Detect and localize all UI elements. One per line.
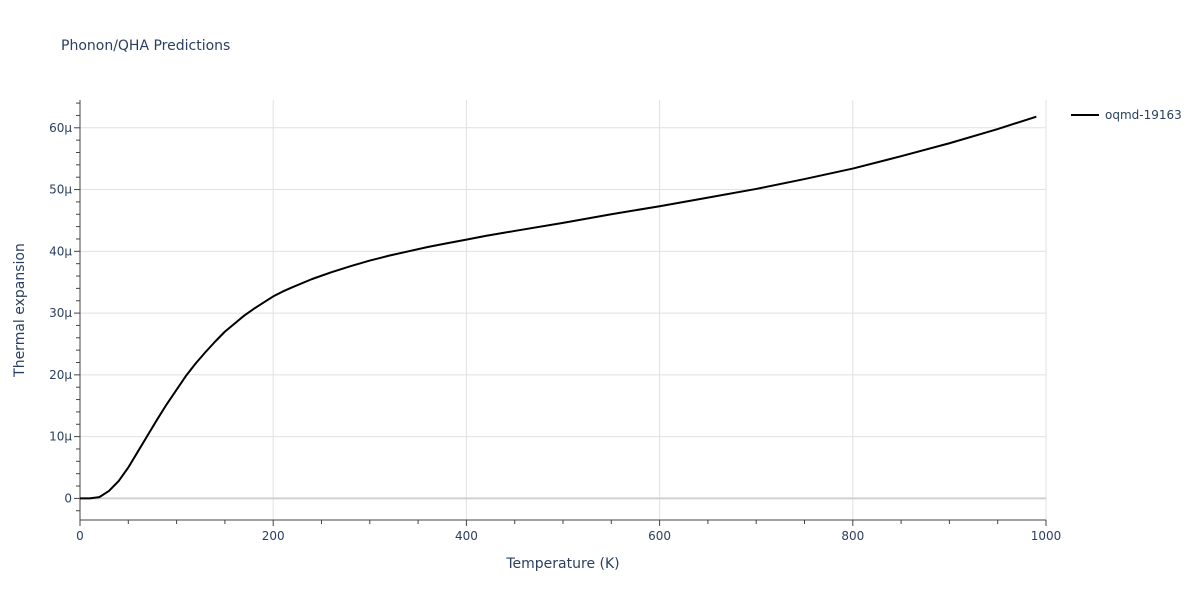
x-tick-label: 1000 <box>1031 529 1062 543</box>
legend-label: oqmd-19163 <box>1105 108 1182 122</box>
x-axis-title: Temperature (K) <box>505 556 619 572</box>
x-tick-label: 400 <box>455 529 478 543</box>
y-axis-title: Thermal expansion <box>12 243 28 378</box>
y-tick-label: 0 <box>64 491 72 505</box>
x-axis-ticks: 0 200 400 600 800 1000 <box>76 520 1061 543</box>
y-tick-label: 50μ <box>49 183 72 197</box>
series-line <box>80 115 1037 500</box>
x-tick-label: 200 <box>262 529 285 543</box>
y-axis-ticks: 0 10μ 20μ 30μ 40μ 50μ 60μ <box>49 102 80 512</box>
y-tick-label: 40μ <box>49 244 72 258</box>
grid-lines <box>80 100 1047 520</box>
x-tick-label: 0 <box>76 529 84 543</box>
x-tick-label: 600 <box>648 529 671 543</box>
axes <box>79 100 1046 521</box>
y-tick-label: 60μ <box>49 121 72 135</box>
y-tick-label: 20μ <box>49 368 72 382</box>
y-tick-label: 10μ <box>49 430 72 444</box>
x-tick-label: 800 <box>841 529 864 543</box>
chart-title: Phonon/QHA Predictions <box>61 38 230 54</box>
y-tick-label: 30μ <box>49 306 72 320</box>
legend[interactable]: oqmd-19163 <box>1071 108 1182 122</box>
series-layer <box>80 115 1037 500</box>
